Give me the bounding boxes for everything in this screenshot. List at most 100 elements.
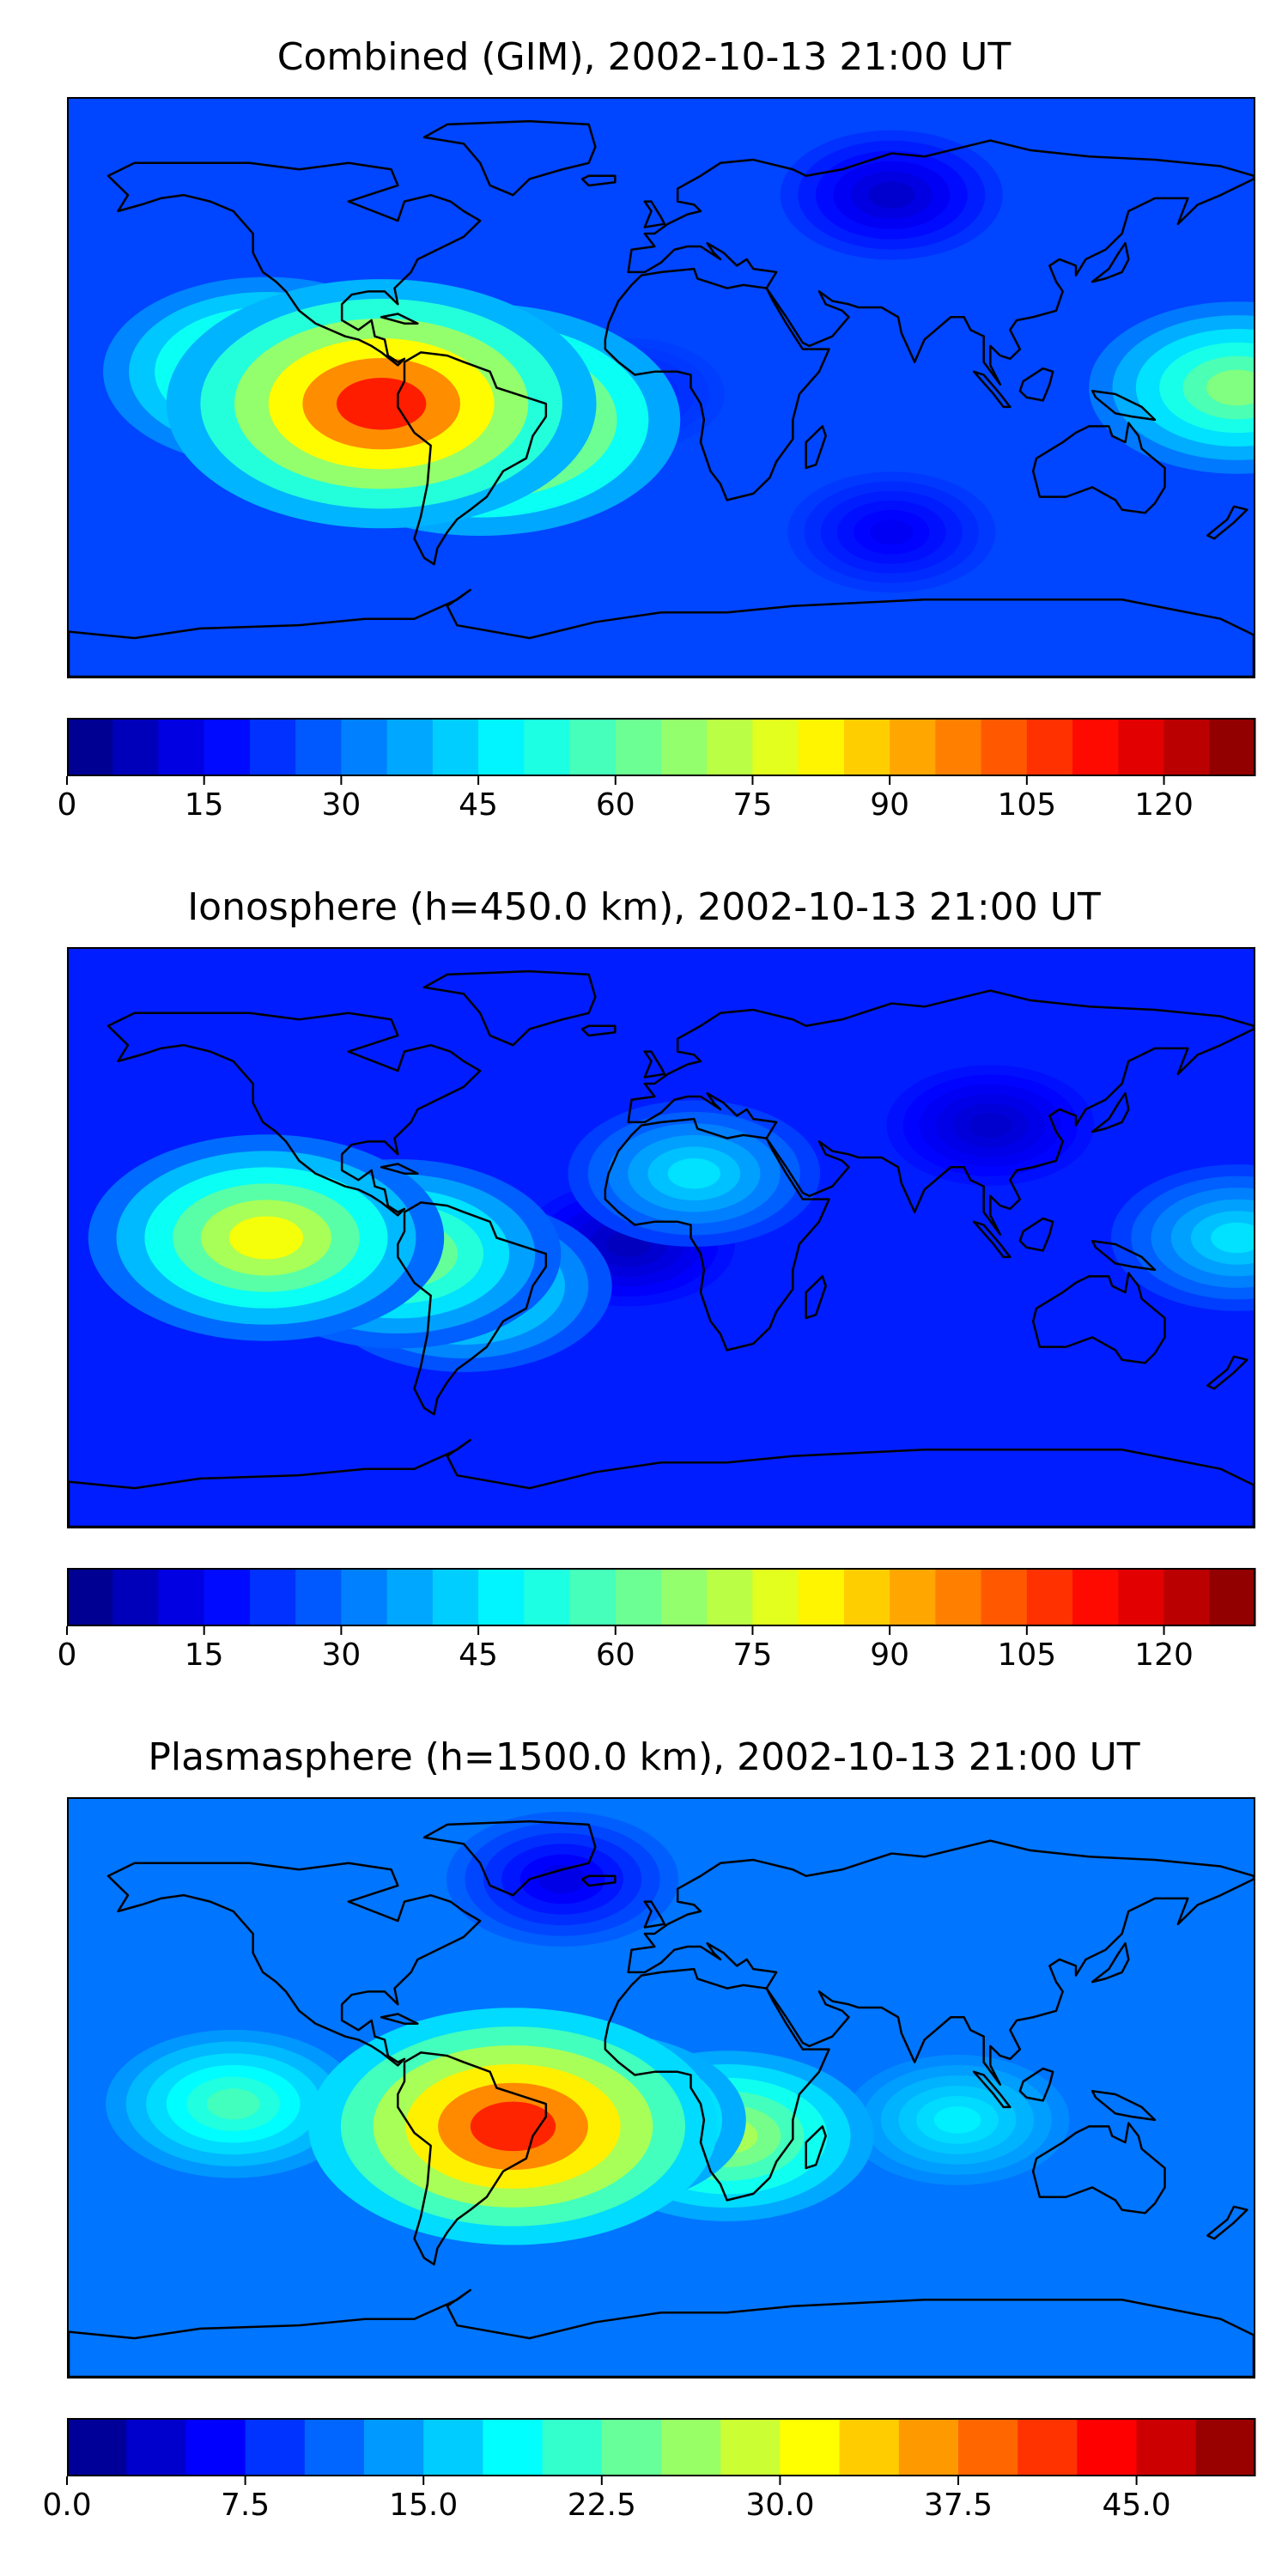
panel-3-colorbar: 0.0 7.5 15.0 22.5 30.0 37.5 45.0 xyxy=(42,2418,1256,2523)
colorbar-tick-label: 0 xyxy=(57,1637,77,1673)
colorbar-segment-15 xyxy=(752,718,799,776)
colorbar-segment-9 xyxy=(601,2418,662,2476)
colorbar-segment-13 xyxy=(839,2418,900,2476)
coastline-0 xyxy=(106,1862,482,2067)
coastline-11 xyxy=(1091,389,1157,422)
colorbar-tick-label: 105 xyxy=(997,1637,1057,1673)
colorbar-segment-15 xyxy=(958,2418,1018,2476)
coastline-10 xyxy=(1018,367,1054,402)
coastline-6 xyxy=(69,588,1254,677)
colorbar-segment-6 xyxy=(341,1568,388,1626)
coastline-2 xyxy=(397,351,548,566)
colorbar-tick-label: 120 xyxy=(1134,1637,1194,1673)
coastline-3 xyxy=(627,989,1254,1236)
colorbar-segment-8 xyxy=(542,2418,603,2476)
colorbar-segment-21 xyxy=(1026,1568,1073,1626)
panel-2-title: Ionosphere (h=450.0 km), 2002-10-13 21:0… xyxy=(187,885,1101,929)
colorbar-segment-11 xyxy=(720,2418,781,2476)
panel-2-colorbar-svg xyxy=(66,1568,1256,1635)
coastline-4 xyxy=(604,267,830,501)
coastline-14 xyxy=(1206,505,1249,540)
coastline-0 xyxy=(106,161,482,367)
colorbar-segment-18 xyxy=(890,1568,936,1626)
colorbar-segment-13 xyxy=(661,718,708,776)
contour-western-pacific-level-6 xyxy=(1211,1222,1254,1254)
panel-3-map xyxy=(67,1797,1255,2379)
colorbar-tick-label: 30 xyxy=(321,1637,361,1673)
panel-1-colorbar-svg xyxy=(66,718,1256,785)
coastline-2 xyxy=(397,1201,548,1416)
colorbar-segment-16 xyxy=(798,1568,845,1626)
coastline-11 xyxy=(1091,1239,1157,1272)
colorbar-segment-21 xyxy=(1026,718,1073,776)
contour-eastern-pacific-west-of-south-america-level-6 xyxy=(336,377,427,430)
coastline-6 xyxy=(69,2288,1254,2377)
coastline-6 xyxy=(69,1438,1254,1527)
contour-north-africa-spot-level-6 xyxy=(667,1157,720,1189)
colorbar-tick-label: 60 xyxy=(595,787,635,823)
colorbar-segment-6 xyxy=(341,718,388,776)
colorbar-tick-label: 7.5 xyxy=(220,2488,270,2523)
coastline-12 xyxy=(580,1024,617,1037)
coastline-0 xyxy=(106,1012,482,1217)
coastline-11 xyxy=(1091,2089,1157,2122)
contour-southern-indian-ocean-level-6 xyxy=(870,519,914,545)
colorbar-segment-25 xyxy=(1209,1568,1256,1626)
coastline-10 xyxy=(1018,1217,1054,1252)
colorbar-segment-5 xyxy=(295,718,342,776)
colorbar-segment-14 xyxy=(898,2418,959,2476)
coastline-12 xyxy=(580,174,617,187)
colorbar-tick-label: 75 xyxy=(732,1637,773,1673)
coastline-7 xyxy=(643,1050,666,1078)
coastline-2 xyxy=(397,2051,548,2266)
colorbar-segment-4 xyxy=(249,718,296,776)
colorbar-segment-16 xyxy=(798,718,845,776)
colorbar-segment-3 xyxy=(204,718,251,776)
colorbar-segment-2 xyxy=(158,1568,205,1626)
coastline-5 xyxy=(1031,2122,1166,2215)
colorbar-segment-11 xyxy=(569,718,617,776)
colorbar-segment-10 xyxy=(524,1568,571,1626)
colorbar-tick-label: 90 xyxy=(870,787,910,823)
colorbar-tick-label: 37.5 xyxy=(923,2488,993,2523)
colorbar-tick-label: 90 xyxy=(870,1637,910,1673)
coastline-8 xyxy=(1091,1942,1130,1984)
panel-3-colorbar-svg xyxy=(66,2418,1256,2485)
colorbar-segment-25 xyxy=(1209,718,1256,776)
colorbar-tick-label: 75 xyxy=(732,787,773,823)
colorbar-segment-19 xyxy=(935,1568,982,1626)
colorbar-outline xyxy=(67,2418,1255,2476)
colorbar-segment-12 xyxy=(780,2418,841,2476)
colorbar-segment-2 xyxy=(185,2418,246,2476)
contour-indian-ocean-level-6 xyxy=(933,2106,981,2134)
colorbar-tick-label: 0 xyxy=(57,787,77,823)
colorbar-segment-12 xyxy=(615,1568,662,1626)
colorbar-segment-0 xyxy=(67,2418,127,2476)
colorbar-segment-22 xyxy=(1072,1568,1119,1626)
colorbar-segment-2 xyxy=(158,718,205,776)
colorbar-segment-7 xyxy=(386,1568,434,1626)
colorbar-segment-8 xyxy=(432,1568,479,1626)
colorbar-segment-18 xyxy=(890,718,936,776)
colorbar-outline xyxy=(67,718,1255,776)
colorbar-segment-3 xyxy=(245,2418,306,2476)
colorbar-segment-4 xyxy=(249,1568,296,1626)
coastline-7 xyxy=(643,200,666,228)
colorbar-tick-label: 45 xyxy=(459,1637,498,1673)
coastline-1 xyxy=(422,969,597,1047)
coastline-15 xyxy=(380,313,419,325)
panel-1-colorbar: 0 15 30 45 60 75 90 105 120 xyxy=(58,718,1256,823)
colorbar-segment-17 xyxy=(1077,2418,1138,2476)
colorbar-tick-label: 45 xyxy=(459,787,498,823)
colorbar-segment-14 xyxy=(707,1568,754,1626)
panel-3-title: Plasmasphere (h=1500.0 km), 2002-10-13 2… xyxy=(148,1735,1140,1779)
colorbar-segment-14 xyxy=(707,718,754,776)
coastline-4 xyxy=(604,1117,830,1352)
colorbar-segment-18 xyxy=(1136,2418,1197,2476)
contour-eastern-pacific-level-6 xyxy=(228,1216,304,1260)
coastline-1 xyxy=(422,119,597,197)
coastline-9 xyxy=(972,370,1012,409)
colorbar-segment-7 xyxy=(483,2418,544,2476)
colorbar-segment-19 xyxy=(935,718,982,776)
colorbar-tick-label: 60 xyxy=(595,1637,635,1673)
